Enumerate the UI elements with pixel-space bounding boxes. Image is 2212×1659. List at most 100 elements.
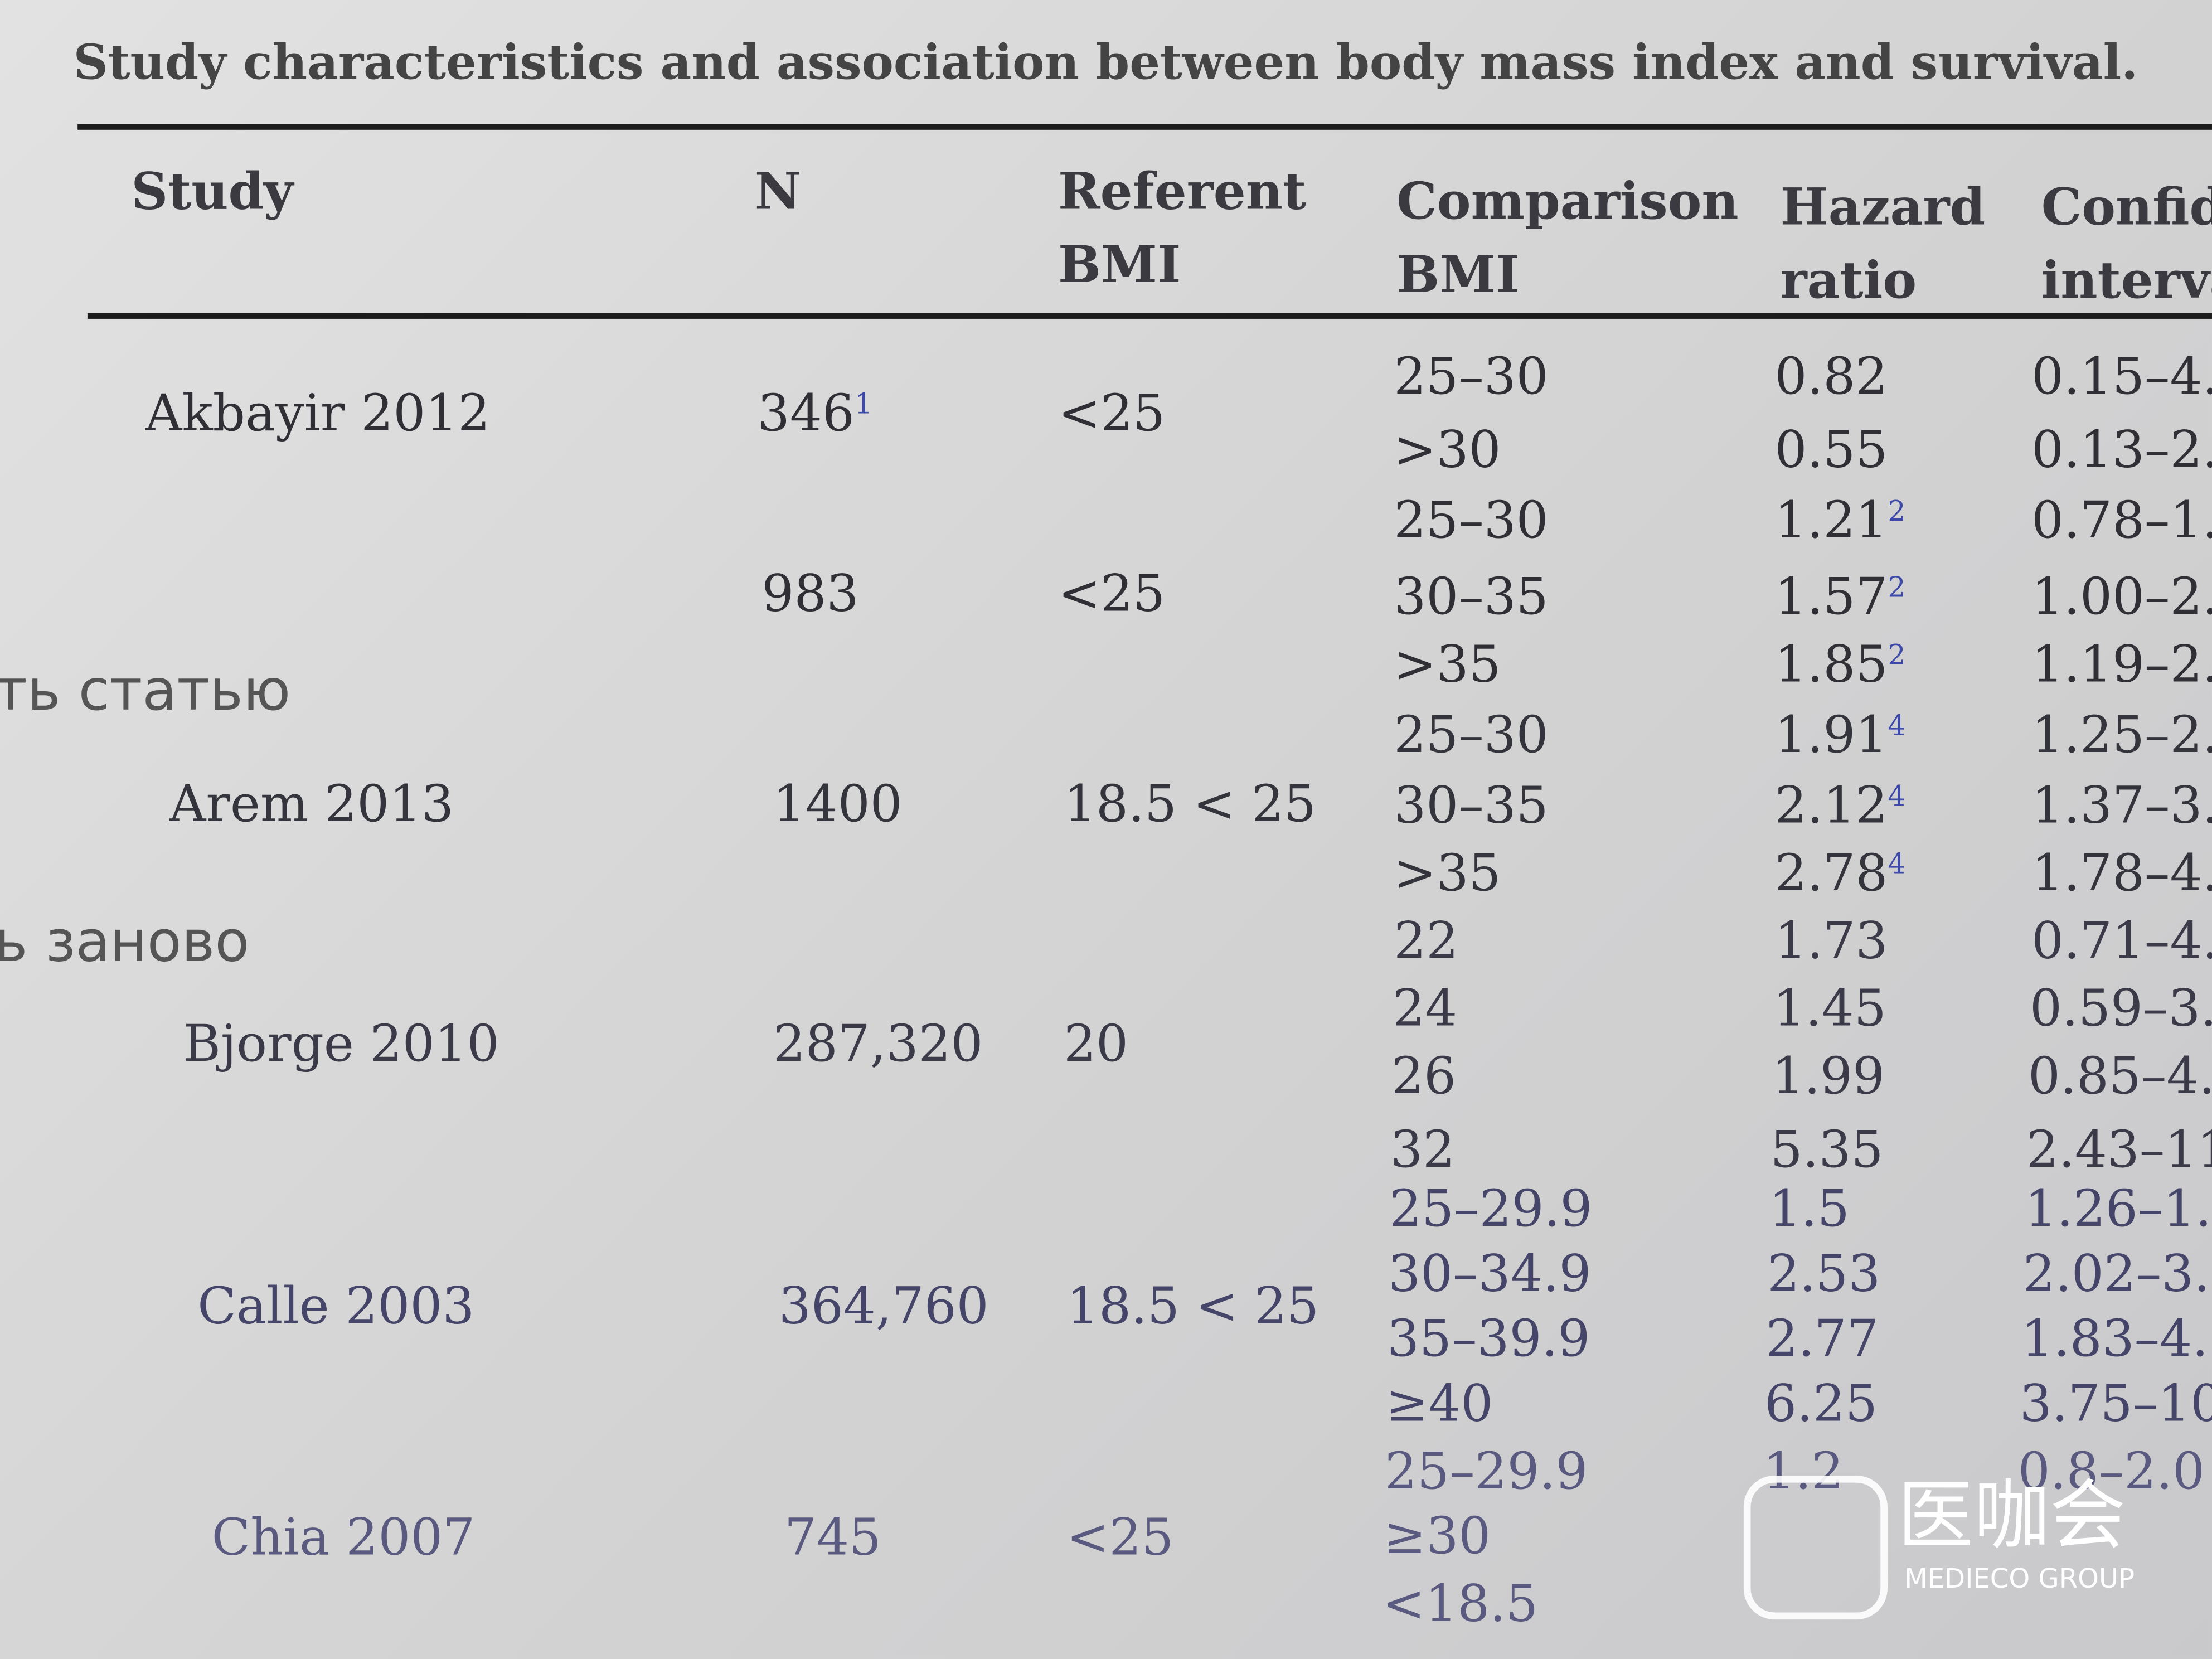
referent-bmi: 18.5 < 25 xyxy=(1066,1278,1320,1336)
hazard-ratio-value: 2.77 xyxy=(1765,1310,1879,1369)
sample-size-value: 364,760 xyxy=(778,1278,989,1336)
comparison-bmi: >35 xyxy=(1394,845,1501,903)
column-header-line: N xyxy=(754,162,802,222)
table-title: Study characteristics and association be… xyxy=(73,35,2138,92)
comparison-bmi: 30–35 xyxy=(1394,568,1549,627)
confidence-interval: 1.00–2.4 xyxy=(2031,568,2212,627)
sample-size-value: 745 xyxy=(784,1508,881,1567)
hazard-ratio-value: 1.5 xyxy=(1768,1181,1850,1239)
watermark-name: 医咖会 xyxy=(1897,1471,2126,1560)
hazard-ratio: 2.53 xyxy=(1767,1249,1880,1301)
sample-size: 364,760 xyxy=(779,1282,989,1333)
comparison-bmi: <18.5 xyxy=(1382,1575,1539,1634)
overlay-menu-text: ь заново xyxy=(0,910,250,975)
footnote-mark: 2 xyxy=(1888,570,1906,604)
hazard-ratio: 1.73 xyxy=(1774,916,1888,968)
sample-size-value: 983 xyxy=(761,565,859,624)
confidence-interval: 2.43–11.8 xyxy=(2026,1121,2212,1180)
confidence-interval: 0.59–3.57 xyxy=(2030,980,2212,1039)
column-header: Study xyxy=(131,155,293,229)
footnote-mark: 4 xyxy=(1888,846,1906,881)
sample-size: 745 xyxy=(784,1512,881,1564)
hazard-ratio: 2.124 xyxy=(1774,778,1906,832)
hazard-ratio-value: 1.57 xyxy=(1774,568,1888,627)
column-header-line: Confide xyxy=(2041,177,2212,237)
column-header-line: Referent xyxy=(1058,162,1307,222)
referent-bmi: <25 xyxy=(1066,1508,1174,1567)
hazard-ratio-value: 1.91 xyxy=(1774,706,1888,765)
top-rule xyxy=(77,124,2212,130)
hazard-ratio-value: 1.85 xyxy=(1774,636,1888,695)
hazard-ratio-value: 1.99 xyxy=(1772,1048,1885,1106)
hazard-ratio: 5.35 xyxy=(1770,1125,1884,1176)
column-header: N xyxy=(755,155,801,229)
sample-size-value: 346 xyxy=(757,385,855,443)
watermark-logo xyxy=(1743,1476,1888,1620)
referent-bmi: <25 xyxy=(1058,385,1166,443)
column-header: Confide interval xyxy=(2041,171,2212,318)
footnote-mark: 4 xyxy=(1888,778,1906,813)
comparison-bmi: 25–29.9 xyxy=(1389,1181,1593,1239)
confidence-interval: 0.13–2.3 xyxy=(2031,421,2212,480)
confidence-interval: 3.75–10.4 xyxy=(2019,1375,2212,1434)
header-rule xyxy=(87,313,2212,319)
study-name: Bjorge 2010 xyxy=(183,1016,499,1074)
study-name: Arem 2013 xyxy=(169,776,454,835)
confidence-interval: 0.15–4.2 xyxy=(2031,348,2212,406)
confidence-interval: 1.83–4.18 xyxy=(2021,1310,2212,1369)
column-header: Hazard ratio xyxy=(1781,171,1986,318)
hazard-ratio-value: 0.82 xyxy=(1774,348,1888,406)
sample-size-value: 287,320 xyxy=(773,1016,983,1074)
hazard-ratio-value: 0.55 xyxy=(1774,421,1888,480)
hazard-ratio: 2.784 xyxy=(1774,846,1906,900)
hazard-ratio-value: 1.73 xyxy=(1774,913,1888,971)
column-header-line: Hazard xyxy=(1780,177,1986,237)
hazard-ratio: 1.212 xyxy=(1774,496,1905,547)
hazard-ratio: 1.572 xyxy=(1774,570,1906,623)
comparison-bmi: ≥30 xyxy=(1384,1508,1491,1566)
referent-bmi: 18.5 < 25 xyxy=(1064,776,1317,835)
comparison-bmi: 22 xyxy=(1394,913,1459,971)
sample-size: 3461 xyxy=(758,389,872,440)
sample-size: 287,320 xyxy=(773,1019,983,1071)
sample-size: 983 xyxy=(762,569,859,620)
column-header-line: Study xyxy=(131,162,294,222)
column-header-line: interval xyxy=(2041,251,2212,311)
watermark-subtitle: MEDIECO GROUP xyxy=(1904,1564,2135,1595)
hazard-ratio-value: 1.2 xyxy=(1763,1443,1844,1501)
comparison-bmi: 30–35 xyxy=(1394,777,1549,836)
comparison-bmi: 35–39.9 xyxy=(1387,1310,1590,1369)
confidence-interval: 1.26–1.78 xyxy=(2024,1181,2212,1239)
hazard-ratio: 2.77 xyxy=(1766,1314,1879,1366)
hazard-ratio-value: 2.78 xyxy=(1774,845,1888,903)
hazard-ratio: 1.45 xyxy=(1773,984,1886,1035)
comparison-bmi: 25–30 xyxy=(1394,348,1549,406)
referent-bmi: <25 xyxy=(1058,565,1166,624)
comparison-bmi: 25–29.9 xyxy=(1385,1443,1588,1501)
confidence-interval: 0.78–1.8 xyxy=(2031,492,2212,550)
hazard-ratio: 6.25 xyxy=(1764,1379,1878,1430)
footnote-mark: 2 xyxy=(1888,637,1906,672)
footnote-mark: 1 xyxy=(854,386,873,421)
confidence-interval: 0.85–4.67 xyxy=(2027,1048,2212,1106)
hazard-ratio: 0.82 xyxy=(1774,352,1888,404)
hazard-ratio: 1.99 xyxy=(1772,1052,1885,1103)
study-name: Calle 2003 xyxy=(197,1278,475,1336)
comparison-bmi: 32 xyxy=(1390,1121,1456,1180)
hazard-ratio-value: 6.25 xyxy=(1764,1375,1878,1434)
study-name: Akbayir 2012 xyxy=(145,385,491,443)
comparison-bmi: 24 xyxy=(1393,980,1458,1039)
confidence-interval: 1.25–2.9 xyxy=(2031,706,2212,765)
referent-bmi: 20 xyxy=(1064,1016,1129,1074)
confidence-interval: 0.71–4.20 xyxy=(2031,913,2212,971)
comparison-bmi: 25–30 xyxy=(1394,492,1549,550)
confidence-interval: 1.78–4.3 xyxy=(2031,845,2212,903)
column-header: Referent BMI xyxy=(1058,155,1306,302)
comparison-bmi: 25–30 xyxy=(1394,706,1549,765)
sample-size: 1400 xyxy=(773,780,903,831)
column-header-line: Comparison xyxy=(1396,172,1739,232)
column-header: Comparison BMI xyxy=(1396,165,1738,312)
hazard-ratio-value: 5.35 xyxy=(1770,1121,1884,1180)
hazard-ratio-value: 2.53 xyxy=(1767,1245,1881,1304)
comparison-bmi: >35 xyxy=(1394,636,1501,695)
